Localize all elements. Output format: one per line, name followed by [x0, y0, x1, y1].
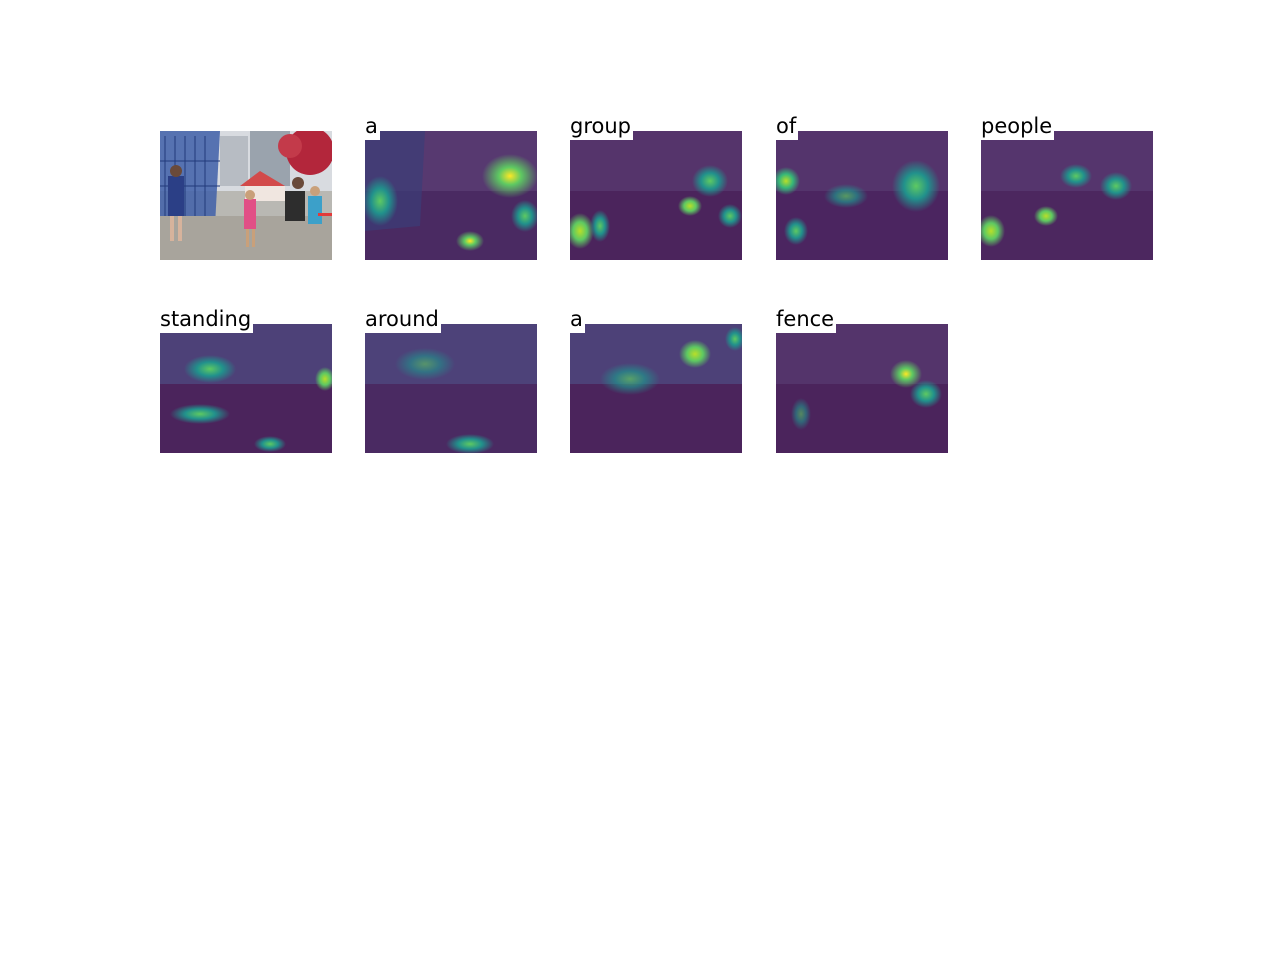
word-label-group: group: [570, 114, 633, 140]
attention-map-a-2: [570, 324, 742, 453]
word-label-people: people: [981, 114, 1055, 140]
attention-map-people: [981, 131, 1153, 260]
word-label-a-2: a: [570, 307, 585, 333]
word-label-a: a: [365, 114, 380, 140]
original-photo: [160, 131, 332, 260]
word-label-fence: fence: [776, 307, 837, 333]
word-label-of: of: [776, 114, 799, 140]
attention-map-a: [365, 131, 537, 260]
original-photo-image: [160, 131, 332, 260]
attention-map-of: [776, 131, 948, 260]
attention-map-standing: [160, 324, 332, 453]
attention-map-around: [365, 324, 537, 453]
word-label-standing: standing: [160, 307, 254, 333]
word-label-around: around: [365, 307, 441, 333]
attention-map-fence: [776, 324, 948, 453]
attention-map-group: [570, 131, 742, 260]
